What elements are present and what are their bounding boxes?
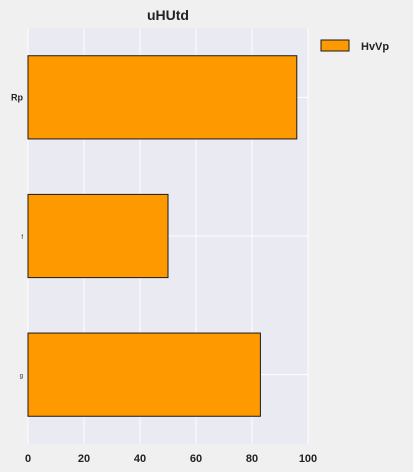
bar-g xyxy=(27,332,261,417)
y-axis-ticks: Rp f g xyxy=(11,92,23,379)
legend: HvVp xyxy=(320,39,389,53)
y-tick-label: g xyxy=(20,374,23,380)
x-tick-label: 60 xyxy=(190,453,202,465)
x-axis-ticks: 0 20 40 60 80 100 xyxy=(25,453,317,465)
chart-title: uHUtd xyxy=(147,7,189,23)
legend-label: HvVp xyxy=(361,41,389,53)
y-tick-label: f xyxy=(21,235,23,241)
x-tick-label: 40 xyxy=(134,453,146,465)
bar-Rp xyxy=(27,55,298,140)
x-tick-label: 0 xyxy=(25,453,31,465)
x-tick-label: 100 xyxy=(299,453,317,465)
x-tick-label: 20 xyxy=(78,453,90,465)
bars xyxy=(27,55,298,417)
legend-swatch xyxy=(320,39,350,52)
x-tick-label: 80 xyxy=(246,453,258,465)
bar-f xyxy=(27,193,169,279)
y-tick-label: Rp xyxy=(11,92,23,102)
